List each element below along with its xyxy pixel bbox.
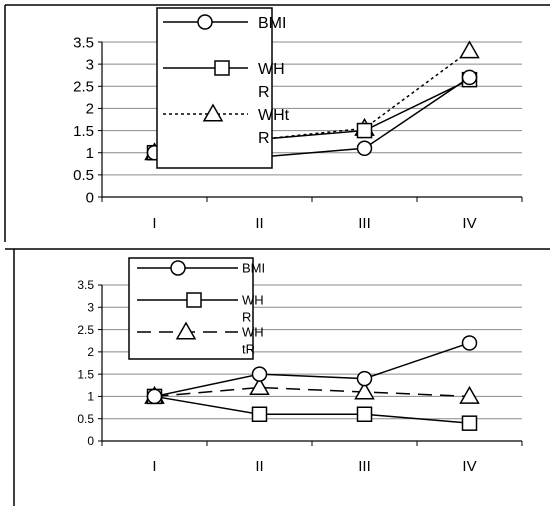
series-line (154, 342, 470, 398)
data-point (249, 377, 270, 396)
data-point (459, 40, 480, 59)
y-tick-label: 0.5 (73, 167, 94, 184)
y-tick-label: 3 (87, 300, 94, 314)
x-category-label: II (255, 458, 263, 475)
y-tick-label: 1 (87, 390, 94, 404)
legend-entry-whr: WH R (163, 60, 285, 101)
data-point (461, 69, 478, 86)
legend-label: BMI (258, 15, 286, 32)
legend-label: WH (258, 61, 285, 78)
y-axis-tick-labels: 0 0.5 1 1.5 2 2.5 3 3.5 (73, 34, 102, 206)
y-tick-label: 2.5 (73, 79, 94, 96)
data-point (251, 406, 268, 423)
y-tick-label: 2 (87, 345, 94, 359)
x-category-label: IV (462, 458, 476, 475)
legend-marker (214, 60, 230, 76)
data-point (356, 122, 373, 139)
data-point (356, 406, 373, 423)
y-tick-label: 0.5 (77, 412, 94, 426)
series-line (154, 386, 470, 398)
legend-entry-bmi: BMI (163, 14, 286, 32)
series-line (154, 50, 470, 154)
legend-label: WH (242, 325, 264, 340)
legend-box (128, 257, 254, 360)
y-tick-label: 3 (86, 56, 94, 73)
legend-label: WHt (258, 107, 290, 124)
legend-entry-whr: WH R (137, 292, 264, 325)
legend-label: R (242, 310, 251, 325)
legend-label: tR (242, 342, 255, 357)
y-tick-label: 2 (86, 101, 94, 118)
legend-box (156, 7, 273, 169)
data-point (356, 370, 373, 387)
legend-entry-whtr: WHt R (163, 103, 290, 147)
legend-marker (197, 14, 213, 30)
legend-marker (175, 321, 197, 340)
x-category-label: III (358, 458, 371, 475)
data-point (251, 366, 268, 382)
x-axis-category-labels: I II III IV (101, 197, 523, 232)
legend-label: R (258, 130, 270, 147)
data-point (461, 415, 478, 431)
y-tick-label: 1 (86, 145, 94, 162)
legend-entry-whtr: WH tR (137, 321, 264, 357)
legend-entry-bmi: BMI (137, 260, 265, 276)
legend-marker (170, 260, 186, 276)
legend-label: R (258, 84, 270, 101)
legend: BMI WH R WHt R (156, 7, 290, 169)
series-whtr (144, 377, 480, 404)
legend-label: BMI (242, 261, 265, 276)
x-category-label: III (358, 215, 371, 232)
y-tick-label: 1.5 (73, 123, 94, 140)
y-tick-label: 3.5 (73, 34, 94, 51)
legend-label: WH (242, 293, 264, 308)
x-category-label: I (152, 458, 156, 475)
x-category-label: II (255, 215, 263, 232)
x-category-label: I (152, 215, 156, 232)
y-tick-label: 0 (87, 434, 94, 448)
legend-marker (202, 103, 224, 122)
legend-marker (186, 292, 202, 308)
x-category-label: IV (462, 215, 476, 232)
y-axis-tick-labels: 0 0.5 1 1.5 2 2.5 3 3.5 (77, 278, 102, 448)
series-whr (146, 388, 478, 431)
y-tick-label: 1.5 (77, 367, 94, 381)
y-tick-label: 0 (86, 189, 94, 206)
series-bmi (146, 335, 478, 405)
data-point (356, 140, 373, 157)
data-point (354, 381, 375, 400)
x-axis-category-labels: I II III IV (101, 441, 523, 475)
data-point (459, 385, 480, 404)
y-tick-label: 3.5 (77, 278, 94, 292)
data-point (461, 335, 478, 351)
series-line (154, 395, 470, 424)
data-point (146, 388, 163, 405)
y-tick-label: 2.5 (77, 323, 94, 337)
